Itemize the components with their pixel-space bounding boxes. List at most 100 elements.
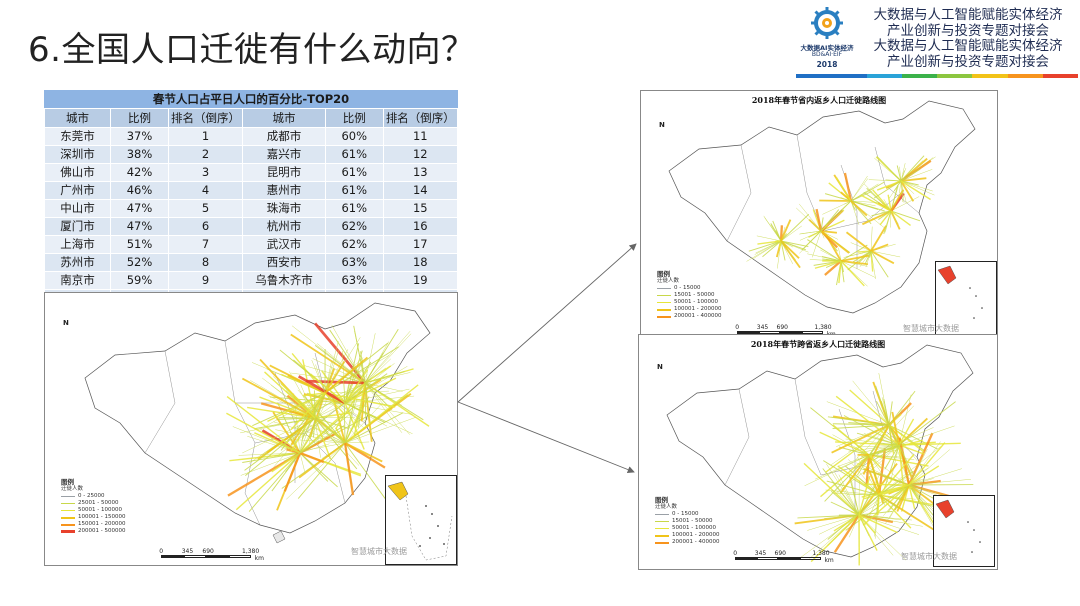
migration-flow-line [869, 250, 872, 258]
legend-item: 200001 - 400000 [655, 539, 719, 546]
cell-city: 珠海市 [242, 199, 326, 218]
migration-flow-line [875, 400, 900, 446]
migration-flow-line [900, 180, 915, 202]
header-color-bar [796, 74, 1078, 78]
legend-swatch [655, 534, 669, 537]
migration-flow-line [329, 329, 366, 384]
migration-flow-line [870, 243, 889, 252]
migration-flow-line [898, 418, 915, 446]
migration-flow-line [314, 344, 366, 384]
legend-label: 100001 - 150000 [78, 514, 126, 520]
migration-flow-line [870, 444, 900, 471]
color-bar-segment [901, 74, 937, 78]
scale-label: 1,380 [814, 324, 832, 331]
cell-ratio: 51% [110, 235, 169, 254]
migration-flow-line [242, 452, 301, 463]
arrow-to-intra-map [457, 243, 637, 403]
migration-flow-line [846, 494, 880, 496]
migration-flow-line [898, 442, 961, 446]
migration-flow-line [344, 402, 386, 424]
migration-flow-line [344, 417, 416, 444]
migration-flow-line [344, 398, 358, 444]
migration-flow-line [297, 375, 346, 405]
color-bar-segment [796, 74, 832, 78]
slide-title: 6.全国人口迁徙有什么动向？ [28, 30, 476, 70]
migration-flow-line [815, 208, 823, 232]
migration-flow-line [843, 415, 900, 446]
migration-flow-line [324, 346, 399, 394]
migration-flow-line [799, 230, 822, 241]
migration-flow-line [820, 230, 825, 239]
watermark: 智慧城市大数据 [903, 324, 959, 333]
migration-flow-line [864, 250, 872, 265]
migration-flow-line [858, 514, 920, 535]
migration-flow-line [312, 417, 316, 438]
legend-swatch [657, 288, 671, 289]
migration-flow-line [868, 454, 903, 458]
migration-flow-line [856, 462, 910, 486]
migration-flow-line [305, 379, 366, 385]
migration-flow-line [879, 210, 892, 226]
map-legend: 图例 迁徙人数 0 - 15000 15001 - 50000 50001 - 10… [655, 497, 719, 546]
scale-label: 690 [776, 324, 788, 331]
cell-ratio: 60% [324, 127, 384, 146]
legend-item: 0 - 15000 [655, 511, 719, 518]
migration-flow-line [364, 382, 403, 433]
migration-flow-line [824, 514, 860, 519]
migration-flow-line [908, 449, 950, 486]
migration-flow-line [780, 240, 794, 265]
cell-city: 上海市 [43, 235, 112, 254]
migration-flow-line [890, 200, 897, 212]
legend-subtitle: 迁徙人数 [657, 278, 680, 284]
migration-flow-line [908, 478, 925, 486]
migration-flow-line [891, 411, 900, 446]
migration-flow-line [850, 200, 860, 225]
legend-swatch [657, 315, 671, 318]
cell-city: 嘉兴市 [242, 145, 326, 164]
migration-flow-line [858, 462, 898, 516]
migration-flow-line [883, 444, 900, 490]
migration-flow-line [838, 446, 870, 456]
color-bar-segment [866, 74, 902, 78]
legend-swatch [657, 302, 671, 303]
color-bar-segment [1042, 74, 1078, 78]
inset-islands [387, 481, 453, 561]
migration-flow-line [299, 452, 306, 475]
migration-flow-line [364, 370, 405, 384]
legend-title: 图例 [657, 270, 670, 278]
migration-flow-line [780, 213, 810, 242]
migration-flow-line [900, 167, 907, 182]
legend-label: 50001 - 100000 [78, 507, 122, 513]
cell-city: 中山市 [43, 199, 112, 218]
migration-flow-line [752, 240, 782, 260]
migration-flow-line [308, 392, 326, 439]
scale-label: 690 [774, 550, 786, 557]
cell-city: 昆明市 [242, 163, 326, 182]
migration-flow-line [268, 395, 316, 419]
migration-flow-line [807, 239, 842, 262]
migration-flow-line [877, 494, 880, 516]
migration-flow-line [900, 180, 919, 186]
migration-flow-line [780, 240, 807, 251]
migration-flow-line [900, 180, 905, 203]
migration-flow-line [277, 402, 301, 454]
migration-flow-line [283, 452, 302, 492]
migration-flow-line [900, 163, 906, 182]
migration-flow-line [899, 180, 902, 194]
south-china-sea-inset [933, 495, 995, 567]
legend-item: 50001 - 100000 [657, 299, 721, 306]
migration-flow-line [820, 454, 870, 498]
south-china-sea-inset [935, 261, 997, 339]
migration-flow-line [344, 366, 408, 404]
migration-flow-line [824, 193, 852, 202]
table-row: 深圳市 38% 2 嘉兴市 61% 12 [43, 145, 459, 164]
migration-flow-line [890, 185, 899, 212]
table-row: 中山市 47% 5 珠海市 61% 15 [43, 199, 459, 218]
inset-islands [935, 499, 981, 553]
map-main-migration: N 图例 迁徙人数 0 - 25000 25001 - 50000 50001 - … [44, 292, 458, 566]
cell-rank: 2 [167, 145, 244, 164]
migration-flow-line [324, 392, 362, 444]
legend-label: 0 - 15000 [672, 511, 699, 517]
migration-flow-line [850, 200, 879, 211]
header-line: 产业创新与投资专题对接会 [887, 22, 1049, 39]
